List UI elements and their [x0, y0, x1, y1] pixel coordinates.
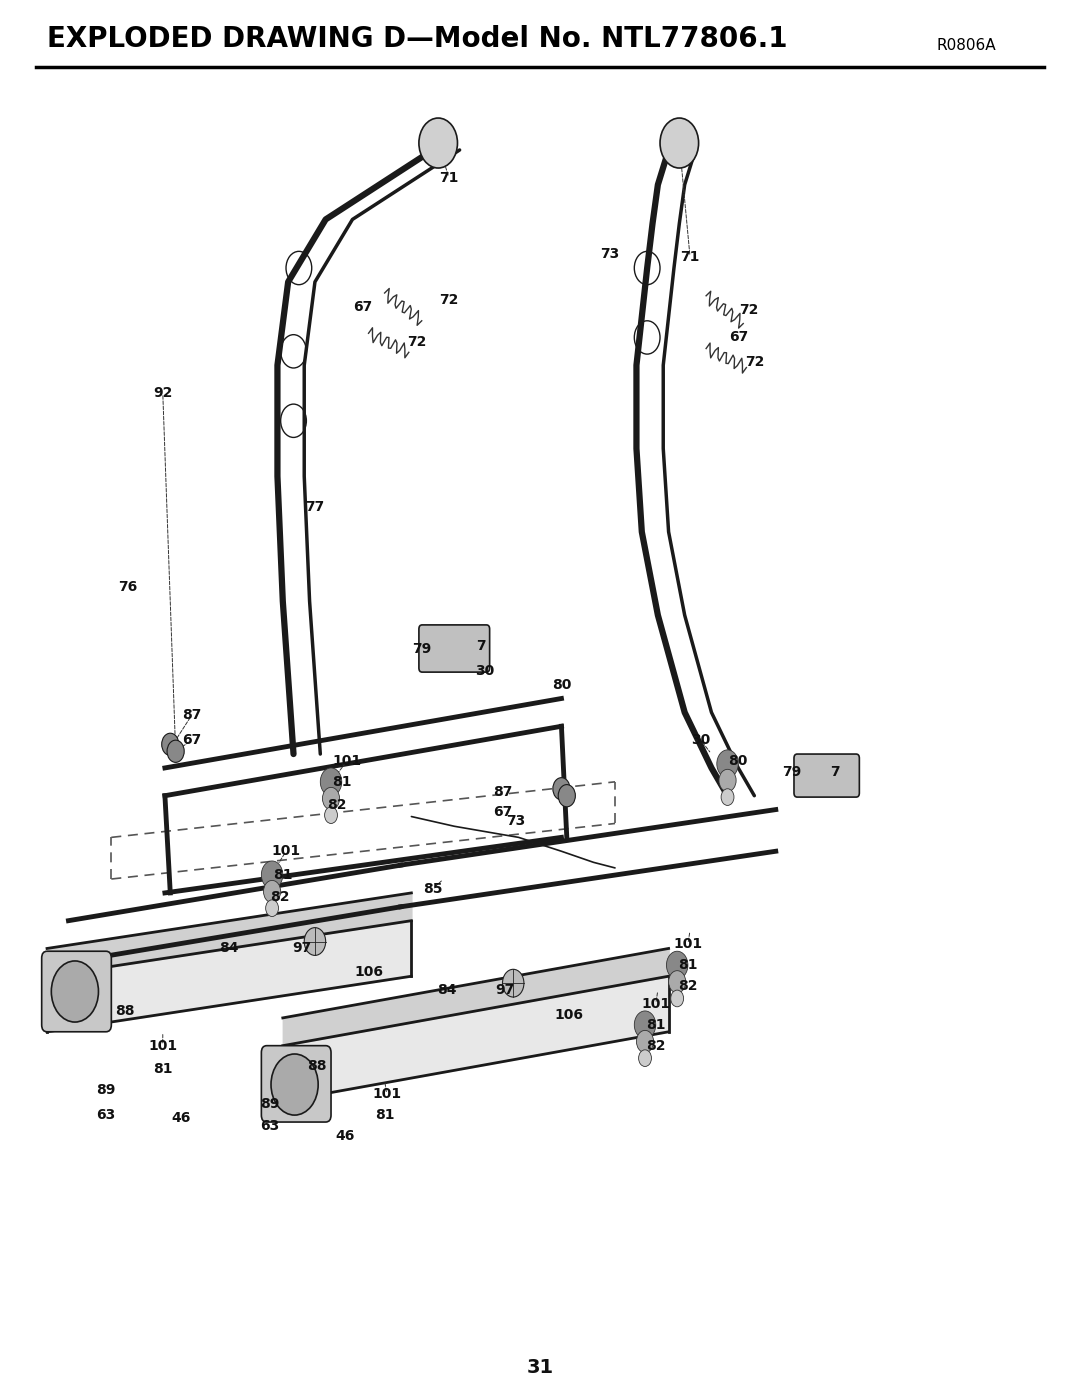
Circle shape: [325, 807, 337, 823]
FancyBboxPatch shape: [261, 1046, 332, 1122]
Circle shape: [634, 1011, 656, 1039]
Text: 82: 82: [646, 1038, 665, 1053]
Circle shape: [636, 1031, 653, 1052]
Text: 63: 63: [96, 1108, 116, 1122]
Text: 46: 46: [335, 1129, 354, 1143]
Circle shape: [271, 1053, 319, 1115]
Text: 73: 73: [600, 247, 619, 261]
Text: 92: 92: [153, 386, 173, 400]
Text: 89: 89: [260, 1097, 280, 1111]
Text: 80: 80: [552, 678, 571, 692]
Text: 76: 76: [118, 580, 137, 594]
Circle shape: [264, 880, 281, 902]
Circle shape: [660, 117, 699, 168]
Circle shape: [323, 788, 339, 810]
FancyBboxPatch shape: [419, 624, 489, 672]
Text: 67: 67: [353, 300, 373, 314]
Circle shape: [321, 768, 341, 796]
Text: 101: 101: [373, 1087, 402, 1101]
Text: 71: 71: [680, 250, 700, 264]
Text: 85: 85: [423, 882, 443, 895]
Text: 72: 72: [744, 355, 764, 369]
Text: 87: 87: [492, 785, 512, 799]
Circle shape: [638, 1049, 651, 1066]
Text: 63: 63: [260, 1119, 280, 1133]
Text: 30: 30: [691, 733, 711, 747]
Circle shape: [666, 951, 688, 979]
Circle shape: [669, 971, 686, 993]
Text: 89: 89: [96, 1083, 116, 1097]
Text: 97: 97: [495, 983, 514, 997]
Text: 80: 80: [729, 754, 748, 768]
Circle shape: [721, 789, 734, 806]
Circle shape: [167, 740, 185, 763]
Text: 67: 67: [183, 733, 201, 747]
Text: 101: 101: [642, 997, 671, 1011]
Text: 46: 46: [172, 1111, 191, 1125]
Text: 106: 106: [554, 1009, 583, 1023]
Text: 101: 101: [271, 844, 300, 858]
Text: 97: 97: [293, 942, 312, 956]
Text: 7: 7: [476, 638, 486, 652]
Text: EXPLODED DRAWING D—Model No. NTL77806.1: EXPLODED DRAWING D—Model No. NTL77806.1: [48, 25, 787, 53]
Text: 101: 101: [673, 937, 702, 951]
Text: 88: 88: [308, 1059, 327, 1073]
Text: 31: 31: [526, 1358, 554, 1377]
Text: 81: 81: [678, 958, 698, 972]
Text: 79: 79: [782, 766, 801, 780]
Text: R0806A: R0806A: [936, 38, 996, 53]
Circle shape: [671, 990, 684, 1007]
Text: 72: 72: [440, 293, 459, 307]
Text: 81: 81: [375, 1108, 394, 1122]
Circle shape: [502, 970, 524, 997]
Text: 81: 81: [273, 868, 293, 882]
Text: 82: 82: [270, 890, 289, 904]
Text: 79: 79: [413, 641, 432, 655]
Text: 71: 71: [440, 170, 459, 184]
Text: 101: 101: [148, 1038, 177, 1053]
Circle shape: [419, 117, 458, 168]
Circle shape: [162, 733, 179, 756]
Text: 101: 101: [333, 754, 362, 768]
Circle shape: [717, 750, 739, 778]
Text: 77: 77: [306, 500, 325, 514]
Circle shape: [261, 861, 283, 888]
FancyBboxPatch shape: [794, 754, 860, 798]
Circle shape: [719, 770, 737, 792]
Text: 72: 72: [740, 303, 758, 317]
Text: 81: 81: [153, 1062, 173, 1076]
Text: 7: 7: [829, 766, 839, 780]
FancyBboxPatch shape: [42, 951, 111, 1032]
Text: 81: 81: [332, 775, 351, 789]
Text: 88: 88: [116, 1004, 135, 1018]
Text: 67: 67: [492, 806, 512, 820]
Text: 84: 84: [437, 983, 457, 997]
Text: 106: 106: [354, 965, 383, 979]
Circle shape: [553, 778, 570, 800]
Text: 73: 73: [505, 813, 525, 827]
Circle shape: [52, 961, 98, 1023]
Text: 72: 72: [407, 335, 427, 349]
Text: 82: 82: [678, 979, 698, 993]
Text: 82: 82: [326, 799, 346, 813]
Text: 87: 87: [183, 708, 201, 722]
Circle shape: [558, 785, 576, 807]
Text: 81: 81: [646, 1018, 665, 1032]
Text: 67: 67: [729, 331, 747, 345]
Circle shape: [305, 928, 326, 956]
Text: 84: 84: [219, 942, 239, 956]
Text: 30: 30: [474, 664, 494, 678]
Circle shape: [266, 900, 279, 916]
